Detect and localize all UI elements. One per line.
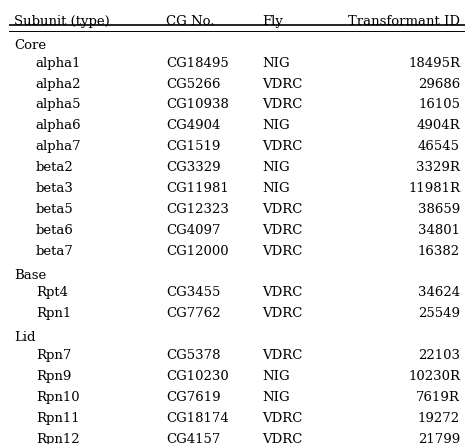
Text: Rpn9: Rpn9	[36, 370, 71, 383]
Text: alpha1: alpha1	[36, 57, 82, 70]
Text: 7619R: 7619R	[416, 391, 460, 404]
Text: 4904R: 4904R	[416, 119, 460, 132]
Text: Fly: Fly	[262, 15, 283, 28]
Text: CG18174: CG18174	[166, 412, 229, 425]
Text: VDRC: VDRC	[262, 140, 302, 153]
Text: VDRC: VDRC	[262, 432, 302, 444]
Text: NIG: NIG	[262, 370, 290, 383]
Text: CG4157: CG4157	[166, 432, 221, 444]
Text: CG12000: CG12000	[166, 245, 229, 258]
Text: 11981R: 11981R	[408, 182, 460, 195]
Text: VDRC: VDRC	[262, 203, 302, 216]
Text: VDRC: VDRC	[262, 349, 302, 362]
Text: CG7762: CG7762	[166, 307, 221, 320]
Text: NIG: NIG	[262, 161, 290, 174]
Text: VDRC: VDRC	[262, 307, 302, 320]
Text: alpha7: alpha7	[36, 140, 82, 153]
Text: CG7619: CG7619	[166, 391, 221, 404]
Text: 22103: 22103	[418, 349, 460, 362]
Text: 21799: 21799	[418, 432, 460, 444]
Text: CG10938: CG10938	[166, 99, 229, 111]
Text: 38659: 38659	[418, 203, 460, 216]
Text: 16105: 16105	[418, 99, 460, 111]
Text: CG4097: CG4097	[166, 224, 221, 237]
Text: beta2: beta2	[36, 161, 73, 174]
Text: 18495R: 18495R	[408, 57, 460, 70]
Text: NIG: NIG	[262, 182, 290, 195]
Text: NIG: NIG	[262, 119, 290, 132]
Text: CG18495: CG18495	[166, 57, 229, 70]
Text: beta5: beta5	[36, 203, 73, 216]
Text: CG3455: CG3455	[166, 286, 221, 299]
Text: Rpn7: Rpn7	[36, 349, 71, 362]
Text: VDRC: VDRC	[262, 245, 302, 258]
Text: VDRC: VDRC	[262, 286, 302, 299]
Text: CG10230: CG10230	[166, 370, 229, 383]
Text: 34624: 34624	[418, 286, 460, 299]
Text: CG5266: CG5266	[166, 78, 221, 91]
Text: CG No.: CG No.	[166, 15, 215, 28]
Text: NIG: NIG	[262, 391, 290, 404]
Text: beta6: beta6	[36, 224, 74, 237]
Text: NIG: NIG	[262, 57, 290, 70]
Text: Rpn10: Rpn10	[36, 391, 80, 404]
Text: alpha2: alpha2	[36, 78, 82, 91]
Text: CG4904: CG4904	[166, 119, 221, 132]
Text: VDRC: VDRC	[262, 412, 302, 425]
Text: 10230R: 10230R	[408, 370, 460, 383]
Text: 3329R: 3329R	[416, 161, 460, 174]
Text: CG1519: CG1519	[166, 140, 221, 153]
Text: Rpn11: Rpn11	[36, 412, 80, 425]
Text: CG11981: CG11981	[166, 182, 229, 195]
Text: alpha6: alpha6	[36, 119, 82, 132]
Text: Rpn12: Rpn12	[36, 432, 80, 444]
Text: Core: Core	[14, 39, 46, 52]
Text: CG5378: CG5378	[166, 349, 221, 362]
Text: Transformant ID: Transformant ID	[348, 15, 460, 28]
Text: Subunit (type): Subunit (type)	[14, 15, 110, 28]
Text: 16382: 16382	[418, 245, 460, 258]
Text: beta7: beta7	[36, 245, 74, 258]
Text: VDRC: VDRC	[262, 224, 302, 237]
Text: 46545: 46545	[418, 140, 460, 153]
Text: alpha5: alpha5	[36, 99, 82, 111]
Text: Lid: Lid	[14, 331, 36, 344]
Text: 19272: 19272	[418, 412, 460, 425]
Text: Rpt4: Rpt4	[36, 286, 68, 299]
Text: CG3329: CG3329	[166, 161, 221, 174]
Text: CG12323: CG12323	[166, 203, 229, 216]
Text: VDRC: VDRC	[262, 78, 302, 91]
Text: VDRC: VDRC	[262, 99, 302, 111]
Text: 34801: 34801	[418, 224, 460, 237]
Text: Rpn1: Rpn1	[36, 307, 71, 320]
Text: 29686: 29686	[418, 78, 460, 91]
Text: Base: Base	[14, 269, 46, 281]
Text: beta3: beta3	[36, 182, 74, 195]
Text: 25549: 25549	[418, 307, 460, 320]
